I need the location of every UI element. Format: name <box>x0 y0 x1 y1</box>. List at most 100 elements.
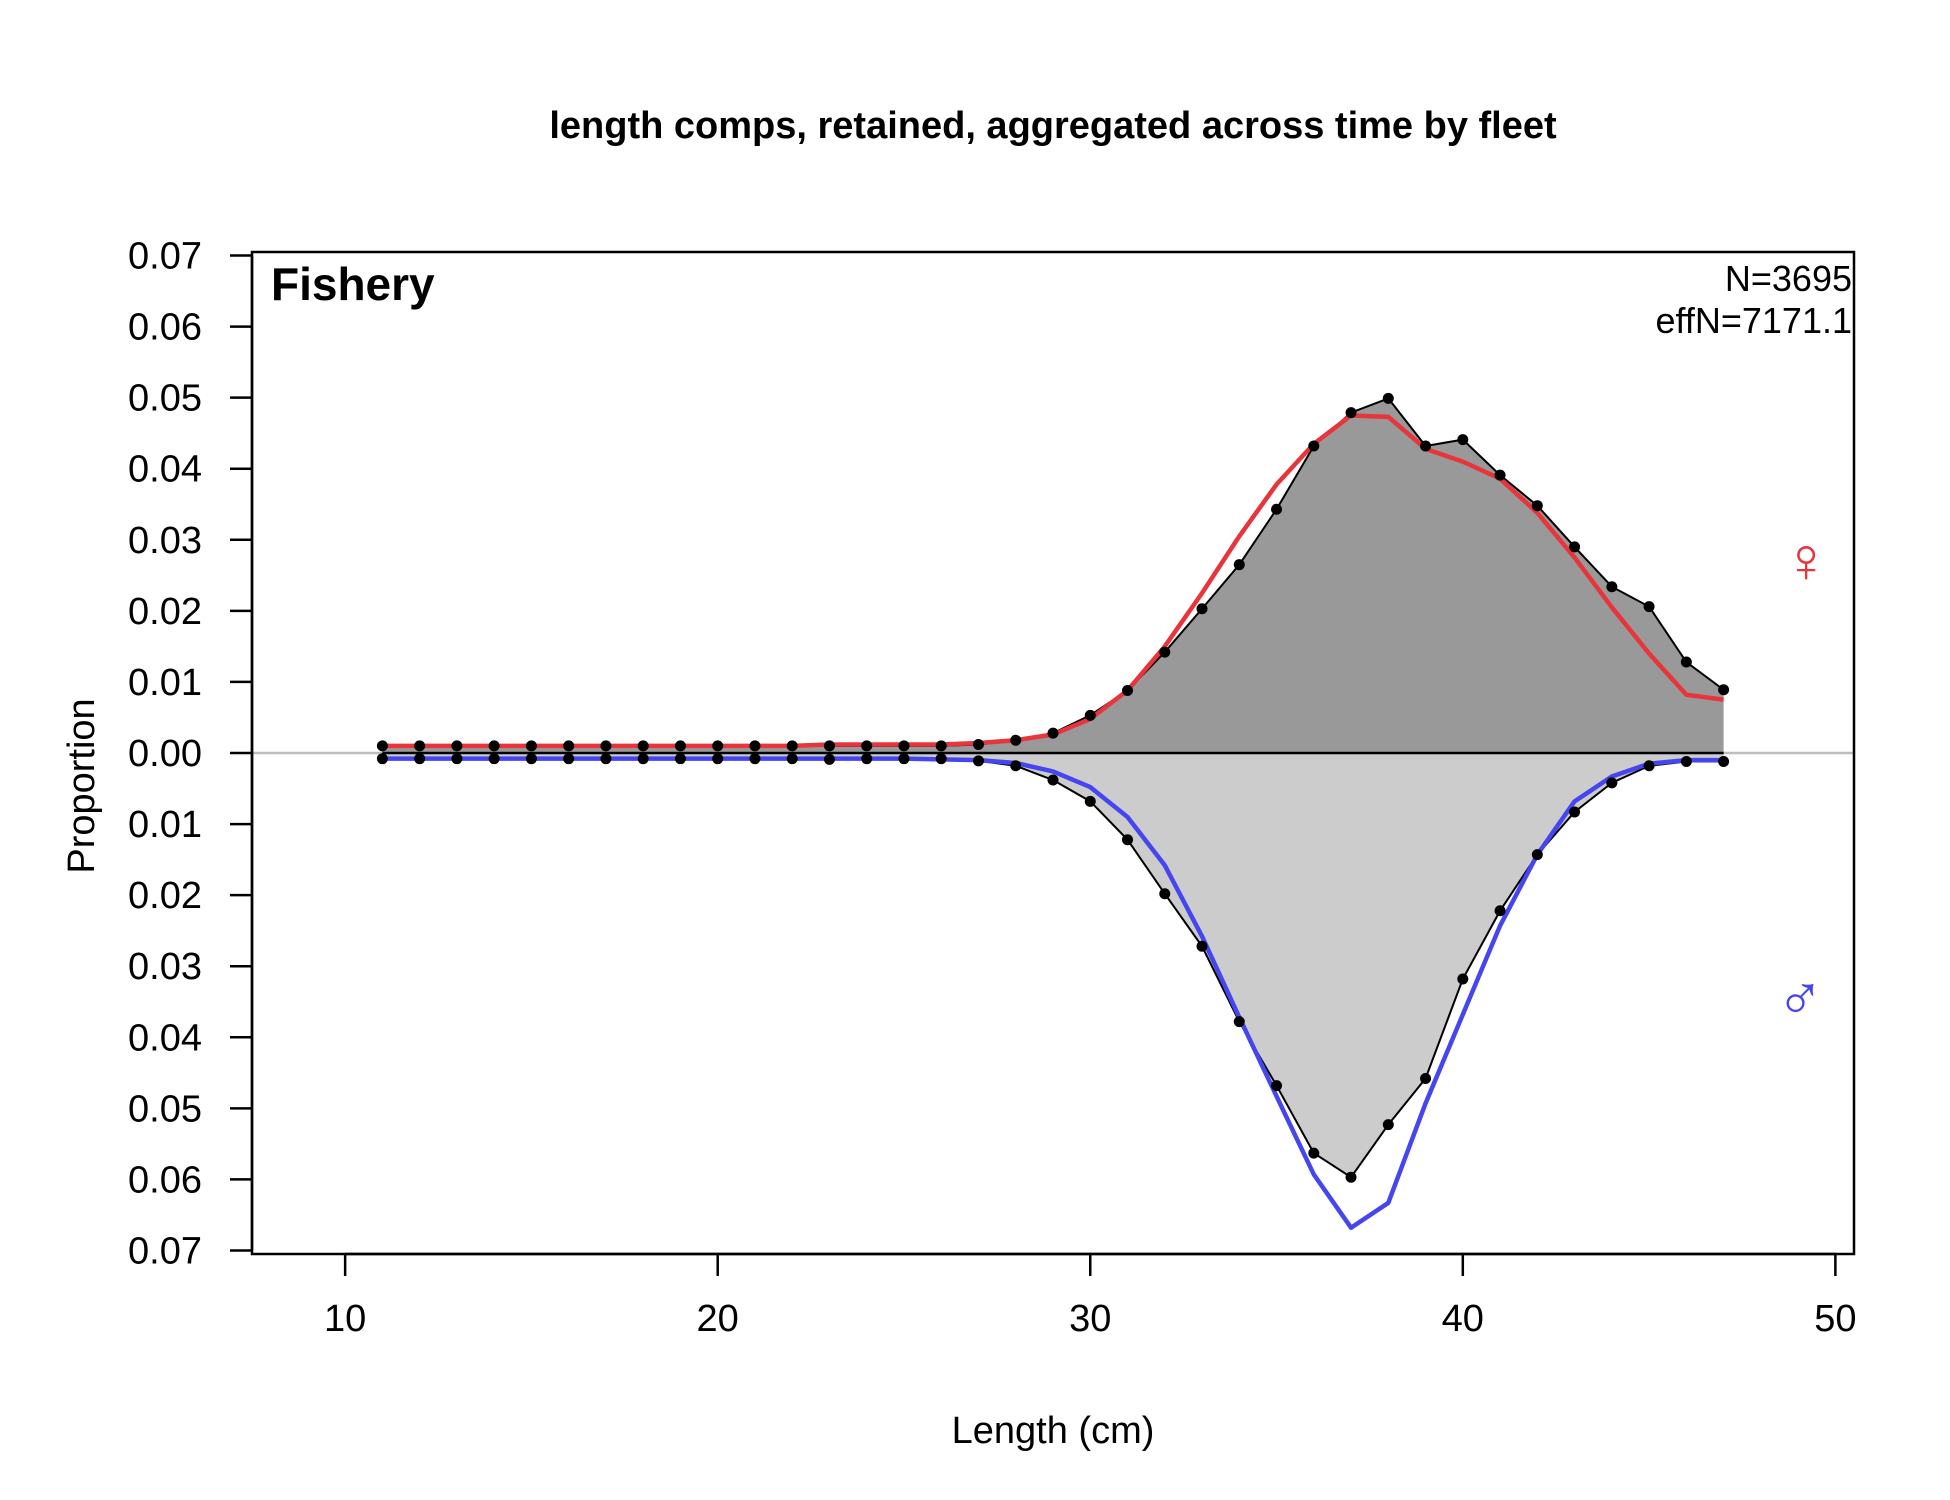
female-observed-point <box>637 740 649 752</box>
female-observed-point <box>1084 709 1096 721</box>
male-observed-point <box>1084 795 1096 807</box>
points-layer <box>376 392 1730 1183</box>
male-observed-point <box>1382 1119 1394 1131</box>
female-observed-point <box>1010 734 1022 746</box>
y-axis: 0.07 0.06 0.05 0.04 0.03 0.02 0.01 0.00 0.01 0.02… <box>128 236 254 1272</box>
female-observed-point <box>823 740 835 752</box>
male-observed-point <box>674 753 686 765</box>
y-tick-label: 0.04 <box>128 1017 202 1059</box>
male-observed-point <box>488 753 500 765</box>
male-observed-point <box>414 753 426 765</box>
female-observed-point <box>1196 603 1208 615</box>
female-observed-point <box>861 740 873 752</box>
y-tick-label: 0.06 <box>128 307 202 349</box>
male-observed-point <box>1271 1080 1283 1092</box>
male-observed-point <box>823 753 835 765</box>
male-observed-point <box>1569 806 1581 818</box>
male-observed-point <box>1233 1016 1245 1028</box>
male-observed-point <box>1345 1171 1357 1183</box>
male-observed-point <box>451 753 463 765</box>
n-annotation: N=3695 <box>1725 258 1852 299</box>
female-observed-point <box>1457 434 1469 446</box>
male-symbol: ♂ <box>1776 962 1824 1034</box>
chart-title: length comps, retained, aggregated acros… <box>549 105 1557 147</box>
female-observed-point <box>525 740 537 752</box>
female-observed-point <box>1271 503 1283 515</box>
male-observed-point <box>1010 760 1022 772</box>
areas-layer <box>382 398 1724 1178</box>
x-tick-label: 10 <box>324 1298 366 1340</box>
male-observed-point <box>376 753 388 765</box>
male-observed-point <box>1494 905 1506 917</box>
male-observed-point <box>1420 1072 1432 1084</box>
male-observed-area <box>382 753 1724 1178</box>
male-observed-point <box>637 753 649 765</box>
female-observed-point <box>1643 601 1655 613</box>
female-observed-point <box>712 740 724 752</box>
y-tick-label: 0.05 <box>128 1088 202 1130</box>
male-observed-point <box>1159 888 1171 900</box>
male-observed-point <box>563 753 575 765</box>
male-observed-point <box>935 753 947 765</box>
male-observed-point <box>1047 774 1059 786</box>
female-observed-point <box>749 740 761 752</box>
female-observed-area <box>382 398 1724 753</box>
male-observed-point <box>786 753 798 765</box>
effn-annotation: effN=7171.1 <box>1655 300 1852 341</box>
y-tick-label: 0.07 <box>128 1230 202 1272</box>
female-observed-point <box>1718 684 1730 696</box>
female-observed-point <box>600 740 612 752</box>
female-observed-point <box>898 740 910 752</box>
female-observed-point <box>1308 440 1320 452</box>
female-observed-point <box>563 740 575 752</box>
female-observed-point <box>1159 646 1171 658</box>
female-observed-point <box>1494 469 1506 481</box>
x-tick-label: 50 <box>1814 1298 1856 1340</box>
y-tick-label: 0.02 <box>128 591 202 633</box>
female-observed-point <box>1420 440 1432 452</box>
x-axis-label: Length (cm) <box>952 1410 1155 1452</box>
female-observed-point <box>1680 656 1692 668</box>
male-observed-point <box>972 755 984 767</box>
female-observed-point <box>1531 500 1543 512</box>
y-tick-label: 0.01 <box>128 662 202 704</box>
female-observed-point <box>1569 541 1581 553</box>
female-observed-point <box>1047 727 1059 739</box>
y-tick-label: 0.03 <box>128 520 202 562</box>
male-observed-point <box>1606 777 1618 789</box>
female-observed-point <box>414 740 426 752</box>
x-axis: 10 20 30 40 50 <box>324 1252 1857 1340</box>
male-observed-point <box>600 753 612 765</box>
x-tick-label: 30 <box>1069 1298 1111 1340</box>
male-observed-point <box>1308 1147 1320 1159</box>
female-observed-point <box>1122 684 1134 696</box>
y-tick-label: 0.05 <box>128 378 202 420</box>
female-observed-point <box>972 738 984 750</box>
female-observed-point <box>1606 581 1618 593</box>
female-observed-point <box>1233 559 1245 571</box>
male-observed-point <box>861 753 873 765</box>
y-axis-label: Proportion <box>61 698 103 873</box>
female-observed-point <box>786 740 798 752</box>
male-observed-point <box>749 753 761 765</box>
y-tick-label: 0.03 <box>128 946 202 988</box>
male-observed-point <box>1643 760 1655 772</box>
female-observed-point <box>451 740 463 752</box>
male-observed-point <box>525 753 537 765</box>
female-observed-point <box>674 740 686 752</box>
female-observed-point <box>488 740 500 752</box>
male-observed-point <box>712 753 724 765</box>
female-observed-point <box>1382 392 1394 404</box>
plot-region <box>250 250 1856 1256</box>
y-tick-label: 0.01 <box>128 804 202 846</box>
y-tick-label: 0.00 <box>128 733 202 775</box>
female-observed-point <box>376 740 388 752</box>
x-tick-label: 40 <box>1442 1298 1484 1340</box>
panel-label: Fishery <box>271 258 435 310</box>
x-tick-label: 20 <box>697 1298 739 1340</box>
y-tick-label: 0.06 <box>128 1159 202 1201</box>
male-observed-point <box>1457 973 1469 985</box>
male-observed-point <box>1718 756 1730 768</box>
female-observed-point <box>1345 407 1357 419</box>
